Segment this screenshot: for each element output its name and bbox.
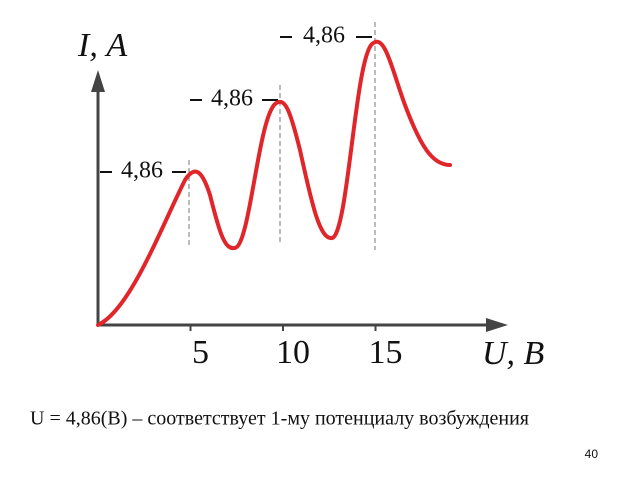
annotation: 4,86	[303, 23, 345, 49]
x-axis-label: U, В	[482, 335, 545, 372]
annotation: 4,86	[121, 158, 163, 184]
x-tick-label: 10	[276, 334, 310, 371]
x-tick-label: 15	[369, 334, 403, 371]
slide-number: 40	[585, 447, 599, 461]
x-axis-arrow	[486, 318, 508, 332]
y-axis-label: I, А	[77, 27, 127, 64]
y-axis-arrow	[91, 70, 105, 92]
caption: U = 4,86(В) – соответствует 1-му потенци…	[30, 408, 529, 430]
x-tick-label: 5	[192, 334, 209, 371]
annotation: 4,86	[211, 86, 253, 112]
figure-background	[70, 18, 560, 378]
curve	[96, 39, 452, 327]
